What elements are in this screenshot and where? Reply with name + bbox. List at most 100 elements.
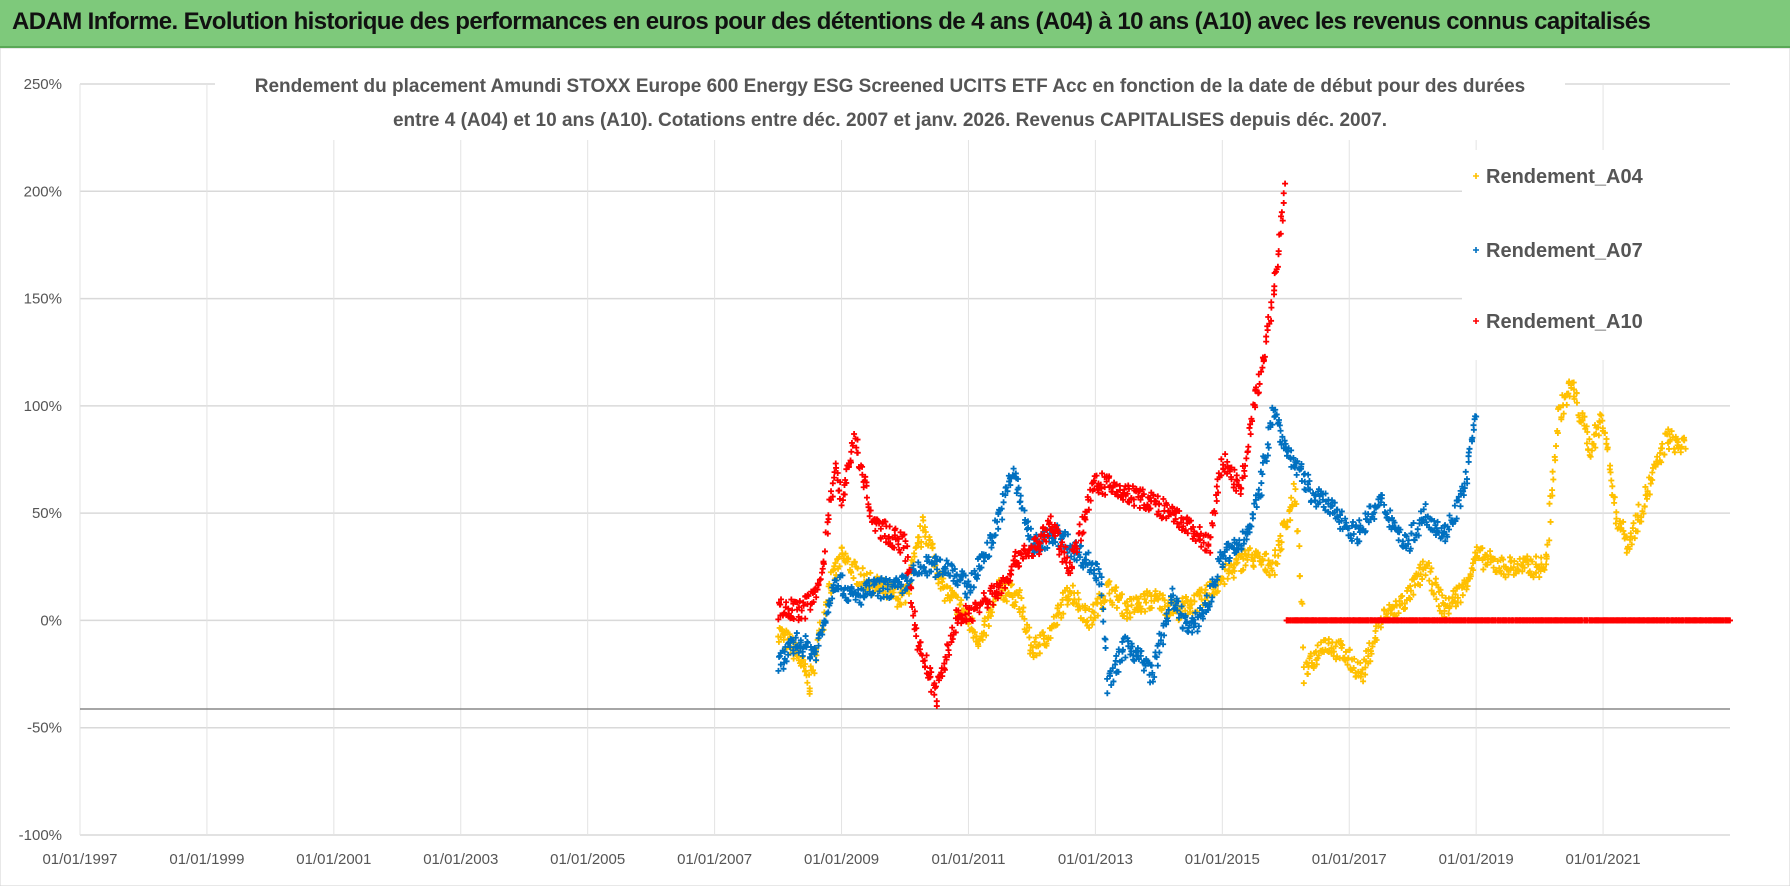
point-rendement-a07	[1307, 499, 1314, 506]
point-rendement-a04	[1135, 599, 1142, 606]
point-rendement-a07	[1248, 523, 1255, 530]
point-rendement-a07	[1216, 558, 1223, 565]
point-rendement-a10	[817, 576, 824, 583]
point-rendement-a10	[819, 569, 826, 576]
point-rendement-a10	[1113, 488, 1120, 495]
point-rendement-a07	[1410, 520, 1417, 527]
point-rendement-a04	[1059, 596, 1066, 603]
point-rendement-a07	[1096, 570, 1103, 577]
point-rendement-a10	[1077, 537, 1084, 544]
point-rendement-a10	[1037, 540, 1044, 547]
point-rendement-a10	[847, 457, 854, 464]
point-rendement-a10	[1080, 529, 1087, 536]
point-rendement-a04	[1373, 636, 1380, 643]
point-rendement-a10	[1124, 490, 1131, 497]
point-rendement-a07	[932, 553, 939, 560]
point-rendement-a04	[1278, 539, 1285, 546]
point-rendement-a10	[1182, 527, 1189, 534]
point-rendement-a10	[841, 491, 848, 498]
point-rendement-a04	[1314, 642, 1321, 649]
point-rendement-a10	[986, 598, 993, 605]
point-rendement-a07	[813, 657, 820, 664]
chart-title-line-2: entre 4 (A04) et 10 ans (A10). Cotations…	[393, 110, 1387, 131]
point-rendement-a07	[1174, 607, 1181, 614]
point-rendement-a07	[1259, 471, 1266, 478]
point-rendement-a07	[1077, 542, 1084, 549]
point-rendement-a07	[1021, 507, 1028, 514]
point-rendement-a04	[1075, 596, 1082, 603]
point-rendement-a04	[1064, 584, 1071, 591]
point-rendement-a04	[1250, 558, 1257, 565]
point-rendement-a07	[1002, 492, 1009, 499]
point-rendement-a10	[1066, 559, 1073, 566]
point-rendement-a04	[983, 632, 990, 639]
point-rendement-a04	[1109, 586, 1116, 593]
point-rendement-a04	[1546, 500, 1553, 507]
point-rendement-a07	[1098, 592, 1105, 599]
point-rendement-a04	[1058, 601, 1065, 608]
point-rendement-a04	[1470, 560, 1476, 567]
point-rendement-a07	[963, 594, 970, 601]
point-rendement-a07	[790, 639, 797, 646]
point-rendement-a07	[822, 619, 829, 626]
point-rendement-a04	[1271, 571, 1278, 578]
point-rendement-a04	[1487, 548, 1494, 555]
point-rendement-a04	[1113, 604, 1120, 611]
point-rendement-a10	[904, 543, 911, 550]
point-rendement-a10	[1039, 525, 1046, 532]
point-rendement-a04	[1069, 582, 1076, 589]
point-rendement-a07	[1461, 485, 1468, 492]
point-rendement-a04	[1246, 545, 1253, 552]
point-rendement-a04	[1425, 560, 1432, 567]
x-tick-label: 01/01/2001	[296, 851, 371, 868]
point-rendement-a04	[1611, 494, 1618, 501]
point-rendement-a04	[850, 575, 857, 582]
point-rendement-a10	[922, 664, 929, 671]
point-rendement-a07	[1101, 635, 1108, 642]
point-rendement-a04	[806, 690, 813, 697]
point-rendement-a04	[1590, 441, 1597, 448]
point-rendement-a07	[815, 642, 822, 649]
point-rendement-a04	[1586, 436, 1593, 443]
point-rendement-a07	[1007, 482, 1014, 489]
point-rendement-a10	[1196, 524, 1203, 531]
point-rendement-a10	[1255, 389, 1262, 396]
point-rendement-a04	[1143, 599, 1150, 606]
point-rendement-a04	[1043, 640, 1050, 647]
point-rendement-a04	[1128, 602, 1135, 609]
point-rendement-a04	[1287, 517, 1294, 524]
point-rendement-a04	[1109, 601, 1116, 608]
point-rendement-a07	[1298, 463, 1305, 470]
point-rendement-a07	[990, 539, 997, 546]
point-rendement-a10	[831, 474, 838, 481]
point-rendement-a07	[1149, 669, 1156, 676]
point-rendement-a07	[1131, 657, 1138, 664]
point-rendement-a04	[1677, 449, 1684, 456]
point-rendement-a04	[1417, 582, 1423, 589]
point-rendement-a04	[836, 563, 843, 570]
point-rendement-a07	[1462, 468, 1469, 475]
point-rendement-a10	[877, 525, 884, 532]
point-rendement-a04	[1106, 578, 1113, 585]
report-header: ADAM Informe. Evolution historique des p…	[0, 0, 1790, 48]
point-rendement-a04	[1065, 595, 1072, 602]
point-rendement-a10	[891, 544, 898, 551]
point-rendement-a10	[800, 602, 807, 609]
point-rendement-a10	[821, 548, 828, 555]
point-rendement-a07	[1465, 453, 1472, 460]
point-rendement-a04	[1148, 604, 1155, 611]
point-rendement-a04	[1141, 596, 1148, 603]
point-rendement-a04	[902, 599, 909, 606]
point-rendement-a07	[1420, 506, 1427, 513]
point-rendement-a10	[933, 698, 940, 705]
point-rendement-a10	[1131, 502, 1138, 509]
point-rendement-a04	[1230, 574, 1237, 581]
point-rendement-a04	[1221, 581, 1228, 588]
point-rendement-a04	[1142, 608, 1149, 615]
point-rendement-a04	[1666, 431, 1673, 438]
point-rendement-a04	[946, 597, 953, 604]
point-rendement-a10	[1043, 538, 1050, 545]
point-rendement-a10	[1278, 209, 1285, 216]
point-rendement-a10	[1268, 317, 1275, 324]
point-rendement-a10	[1061, 549, 1068, 556]
